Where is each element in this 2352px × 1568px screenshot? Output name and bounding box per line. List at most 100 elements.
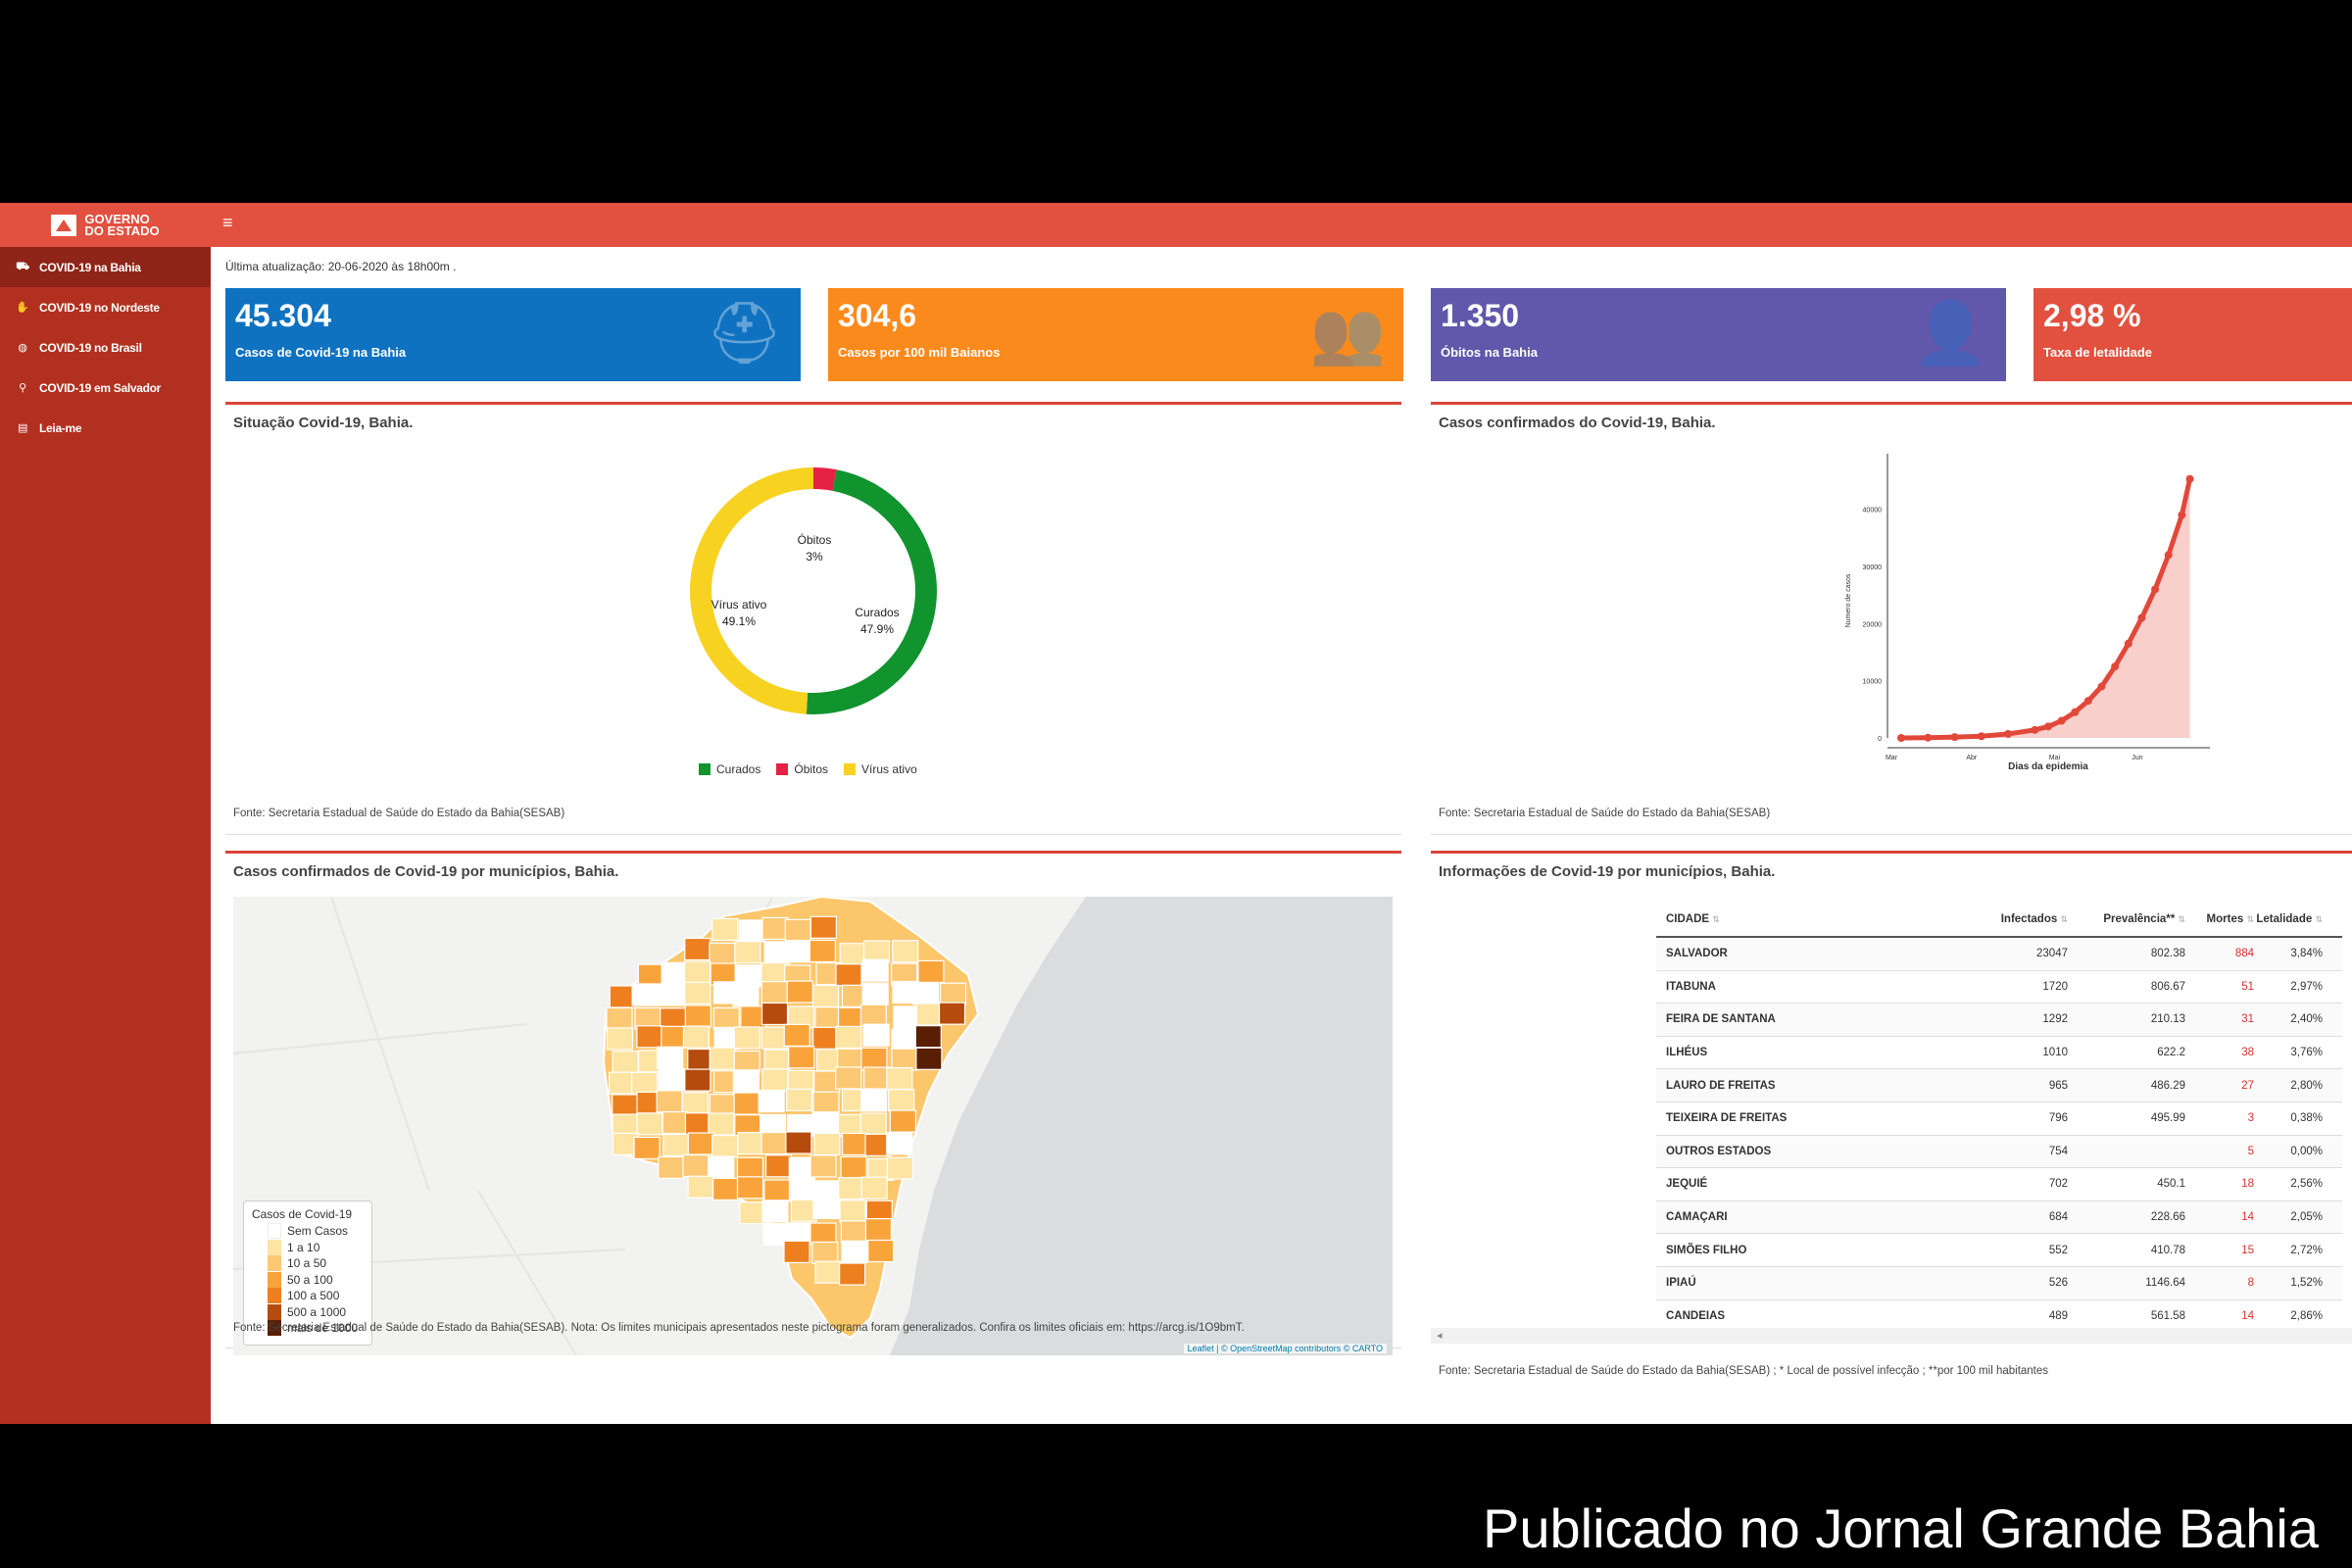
municipality-area[interactable] [631,1071,659,1095]
municipality-area[interactable] [839,1200,866,1223]
municipality-area[interactable] [860,1176,888,1200]
municipality-area[interactable] [760,1026,788,1050]
municipality-area[interactable] [661,961,688,985]
municipality-area[interactable] [863,1066,891,1090]
municipality-area[interactable] [608,1071,636,1095]
municipality-area[interactable] [636,1112,663,1136]
sort-icon[interactable]: ⇅ [1712,914,1720,924]
municipality-area[interactable] [764,1154,793,1178]
municipality-area[interactable] [609,985,636,1008]
municipality-area[interactable] [763,1049,791,1072]
municipality-area[interactable] [662,1110,689,1135]
data-point[interactable] [2097,682,2106,691]
municipality-area[interactable] [708,1155,735,1179]
municipality-area[interactable] [612,1094,639,1117]
map-container[interactable]: Casos de Covid-19 Sem Casos 1 a 10 10 a 50… [233,897,1393,1355]
municipality-area[interactable] [761,1068,789,1092]
donut-slice-curados[interactable] [806,469,937,714]
table-row[interactable]: SALVADOR 23047 802.38 884 3,84% [1656,938,2342,971]
table-row[interactable]: LAURO DE FREITAS 965 486.29 27 2,80% [1656,1069,2342,1102]
municipality-area[interactable] [738,919,765,943]
municipality-area[interactable] [684,1004,711,1028]
municipality-area[interactable] [606,1006,633,1030]
table-row[interactable]: IPIAÚ 526 1146.64 8 1,52% [1656,1266,2342,1300]
municipality-area[interactable] [631,983,659,1006]
municipality-area[interactable] [892,940,919,963]
municipality-area[interactable] [711,917,739,942]
municipality-area[interactable] [788,1046,815,1069]
column-header-0[interactable]: Cidade ⇅ [1656,913,1980,925]
municipality-area[interactable] [709,1047,736,1070]
municipality-area[interactable] [710,1134,739,1158]
legend-item-0[interactable]: Curados [699,762,760,776]
table-row[interactable]: TEIXEIRA DE FREITAS 796 495.99 3 0,38% [1656,1102,2342,1136]
hamburger-menu-icon[interactable]: ≡ [222,213,233,232]
municipality-area[interactable] [859,1004,888,1027]
municipality-area[interactable] [889,1109,916,1133]
municipality-area[interactable] [812,1026,840,1050]
municipality-area[interactable] [911,982,940,1005]
data-point[interactable] [2185,474,2194,483]
municipality-area[interactable] [861,958,889,982]
column-header-1[interactable]: Infectados ⇅ [1980,913,2068,925]
municipality-area[interactable] [662,1133,690,1157]
municipality-area[interactable] [886,1132,913,1155]
municipality-area[interactable] [862,1023,890,1047]
municipality-area[interactable] [712,1177,740,1200]
municipality-area[interactable] [938,1002,966,1025]
municipality-area[interactable] [809,915,838,939]
municipality-area[interactable] [760,981,788,1004]
municipality-area[interactable] [783,1023,810,1047]
municipality-area[interactable] [763,1179,791,1202]
horizontal-scrollbar[interactable]: ◂ [1431,1328,2352,1344]
data-point[interactable] [2083,697,2092,706]
sidebar-item-0[interactable]: ⛟ COVID-19 na Bahia [0,247,211,287]
choropleth-map[interactable] [233,897,1393,1355]
municipality-area[interactable] [812,1091,840,1114]
municipality-area[interactable] [861,982,889,1005]
table-row[interactable]: FEIRA DE SANTANA 1292 210.13 31 2,40% [1656,1004,2342,1037]
municipality-area[interactable] [785,940,812,963]
government-logo[interactable]: GOVERNO DO ESTADO [0,203,211,247]
municipality-area[interactable] [864,1217,893,1242]
table-row[interactable]: ILHÉUS 1010 622.2 38 3,76% [1656,1037,2342,1070]
municipality-area[interactable] [708,1112,735,1136]
donut-slice-obitos[interactable] [812,467,837,491]
municipality-area[interactable] [814,1260,842,1284]
data-point[interactable] [2004,729,2013,738]
municipality-area[interactable] [840,1155,867,1180]
municipality-area[interactable] [886,1066,913,1091]
municipality-area[interactable] [891,1048,918,1071]
data-point[interactable] [1950,733,1959,742]
municipality-area[interactable] [812,1196,840,1219]
municipality-area[interactable] [684,981,711,1004]
municipality-area[interactable] [760,1002,789,1026]
municipality-area[interactable] [813,1132,841,1156]
municipality-area[interactable] [785,1131,812,1154]
municipality-area[interactable] [860,1089,888,1112]
donut-slice-virus-ativo[interactable] [690,467,814,714]
municipality-area[interactable] [893,1005,920,1029]
data-point[interactable] [2031,725,2039,734]
column-header-4[interactable]: Letalidade ⇅ [2254,913,2342,925]
municipality-area[interactable] [939,982,967,1005]
municipality-area[interactable] [888,1089,915,1112]
municipality-area[interactable] [658,1067,685,1092]
sidebar-item-1[interactable]: ✋ COVID-19 no Nordeste [0,287,211,327]
municipality-area[interactable] [914,1025,942,1049]
map-attribution[interactable]: Leaflet | © OpenStreetMap contributors ©… [1183,1344,1387,1353]
municipality-area[interactable] [811,1111,839,1135]
municipality-area[interactable] [841,1132,869,1156]
municipality-area[interactable] [784,918,811,942]
municipality-area[interactable] [809,1154,837,1178]
municipality-area[interactable] [917,959,945,983]
sidebar-item-4[interactable]: ▤ Leia-me [0,408,211,448]
municipality-area[interactable] [684,1112,712,1136]
municipality-area[interactable] [733,1026,760,1050]
municipality-area[interactable] [786,1088,813,1111]
municipality-area[interactable] [811,1241,839,1265]
legend-item-1[interactable]: Óbitos [776,762,828,776]
municipality-area[interactable] [814,1006,842,1030]
municipality-area[interactable] [761,916,789,941]
municipality-area[interactable] [736,1176,764,1200]
